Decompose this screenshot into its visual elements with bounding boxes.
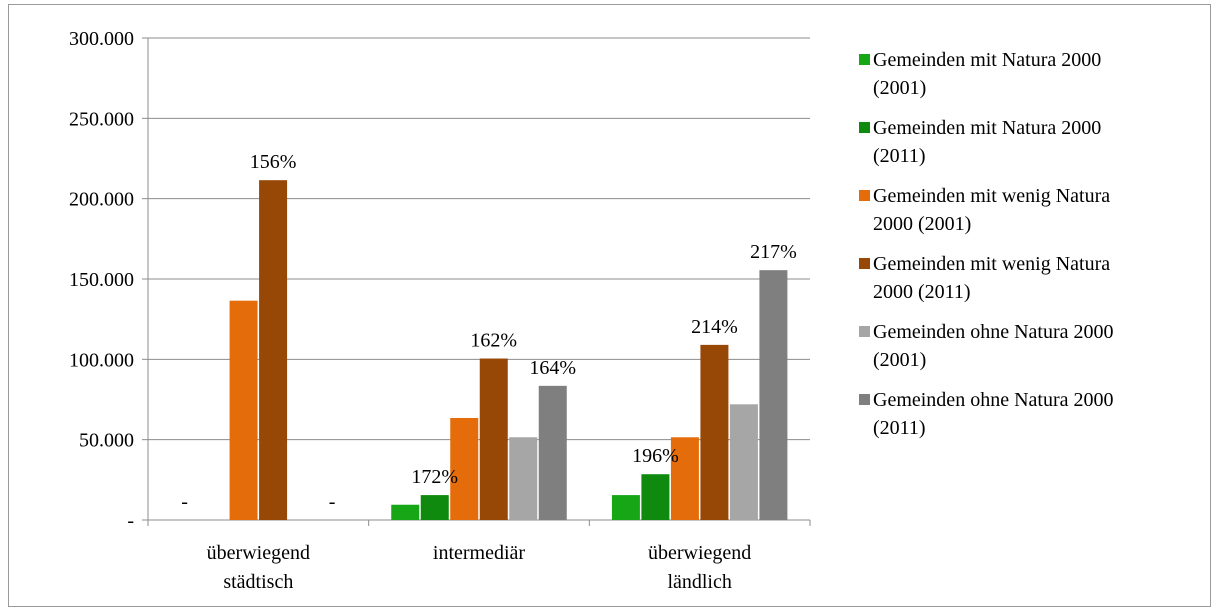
legend-item: Gemeinden mit Natura 2000 (2001) (849, 46, 1199, 114)
legend-item: Gemeinden ohne Natura 2000 (2011) (849, 386, 1199, 454)
legend-label: Gemeinden ohne Natura 2000 (873, 321, 1114, 343)
x-tick-label: ländlich (667, 571, 731, 593)
x-tick-label: städtisch (223, 571, 293, 593)
x-tick-label: überwiegend (207, 542, 310, 564)
bar (509, 437, 538, 520)
data-label: 172% (411, 466, 458, 488)
y-tick-label: 300.000 (69, 28, 134, 50)
bar (229, 300, 258, 520)
legend: Gemeinden mit Natura 2000 (2001) Gemeinden… (849, 46, 1199, 454)
chart-frame (8, 4, 1211, 607)
legend-swatch (859, 258, 870, 269)
legend-swatch (859, 394, 870, 405)
bar (479, 358, 508, 520)
legend-label: (2011) (873, 145, 926, 167)
legend-swatch (859, 326, 870, 337)
legend-label: (2001) (873, 349, 927, 371)
legend-label: Gemeinden mit Natura 2000 (873, 117, 1102, 139)
y-tick-label: 150.000 (69, 269, 134, 291)
gridlines (148, 37, 810, 441)
bars (229, 180, 788, 520)
bar (450, 417, 479, 520)
y-tick-label: 200.000 (69, 189, 134, 211)
bar (700, 344, 729, 520)
legend-label: Gemeinden mit wenig Natura (873, 253, 1111, 275)
bar (259, 180, 288, 520)
legend-swatch (859, 122, 870, 133)
bar (538, 385, 567, 520)
legend-label: (2001) (873, 77, 927, 99)
x-tick-label: intermediär (433, 542, 526, 564)
legend-label: 2000 (2001) (873, 213, 972, 235)
data-label: - (181, 491, 188, 513)
x-tick-label: überwiegend (648, 542, 751, 564)
data-label: - (329, 491, 336, 513)
legend-label: 2000 (2011) (873, 281, 971, 303)
legend-swatch (859, 54, 870, 65)
data-label: 156% (250, 151, 297, 173)
y-tick-label: - (127, 510, 134, 532)
legend-swatch (859, 190, 870, 201)
y-tick-label: 250.000 (69, 108, 134, 130)
axes: - 50.000 100.000 150.000 200.000 250.000 300.0… (69, 28, 811, 593)
data-label: 214% (691, 316, 738, 338)
legend-item: Gemeinden mit wenig Natura 2000 (2011) (849, 250, 1199, 318)
legend-label: (2011) (873, 417, 926, 439)
legend-label: Gemeinden ohne Natura 2000 (873, 389, 1114, 411)
bar (729, 404, 758, 520)
bar (391, 504, 420, 520)
y-tick-label: 100.000 (69, 349, 134, 371)
legend-label: Gemeinden mit wenig Natura (873, 185, 1111, 207)
data-label: 217% (750, 241, 797, 263)
bar (420, 495, 449, 520)
data-label: 162% (470, 330, 517, 352)
data-label: 164% (529, 357, 576, 379)
legend-item: Gemeinden mit Natura 2000 (2011) (849, 114, 1199, 182)
legend-item: Gemeinden mit wenig Natura 2000 (2001) (849, 182, 1199, 250)
y-tick-label: 50.000 (79, 430, 134, 452)
bar (759, 270, 788, 520)
bar (670, 437, 699, 520)
data-labels: - 156% - 172% 162% 164% 196% 214% 217% (181, 151, 797, 513)
bar (611, 495, 640, 520)
data-label: 196% (632, 445, 679, 467)
legend-item: Gemeinden ohne Natura 2000 (2001) (849, 318, 1199, 386)
bar (641, 474, 670, 520)
legend-label: Gemeinden mit Natura 2000 (873, 49, 1102, 71)
